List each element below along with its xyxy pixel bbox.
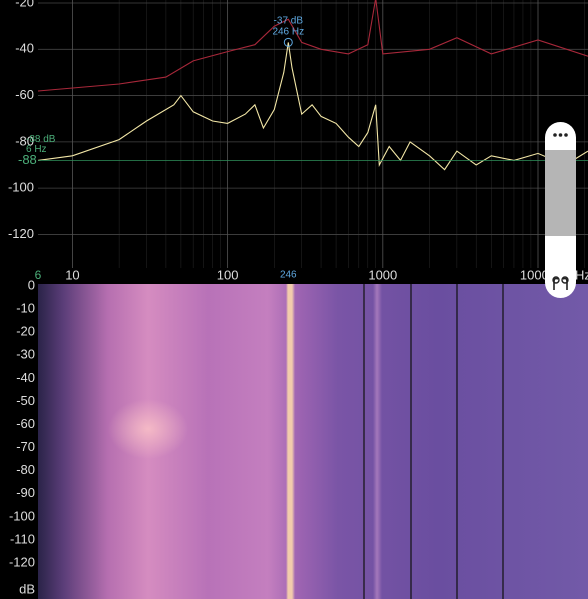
cursor-y-label: -88 [18,152,37,167]
side-icons [552,133,569,290]
yellow-curve [37,42,588,171]
spectrogram [38,284,588,599]
spectrogram-tick-label: -80 [16,462,35,477]
slider-track[interactable] [545,150,576,236]
x-unit: Hz [575,267,588,282]
y-tick-label: -40 [15,41,34,56]
spectrogram-tick-label: -70 [16,439,35,454]
y-tick-label: -100 [8,180,34,195]
spectrogram-tick-label: -120 [9,554,35,569]
x-tick-label: 10 [65,267,79,282]
cursor-level: -88 dB [26,134,56,145]
spectrogram-tick-label: -60 [16,416,35,431]
peak-level: -37 dB [274,16,304,27]
spectrogram-tick-label: 0 [28,277,35,292]
side-control[interactable] [545,122,576,298]
spectrogram-tick-label: -100 [9,508,35,523]
spectrogram-tick-label: -30 [16,347,35,362]
cursor-freq: 6 Hz [26,144,47,155]
spectrogram-tick-label: -20 [16,324,35,339]
y-tick-label: -120 [8,226,34,241]
spectrogram-tick-label: -50 [16,393,35,408]
peak-freq: 246 Hz [272,27,304,38]
y-tick-label: -60 [15,87,34,102]
spectrogram-tick-label: -10 [16,301,35,316]
spectrogram-unit: dB [19,581,35,596]
spectrogram-lines [363,284,504,599]
red-curve [37,0,588,92]
spectrogram-tick-label: -90 [16,485,35,500]
x-tick-label: 1000 [368,267,397,282]
start-label: 6 [35,268,42,282]
spectrogram-tick-label: -40 [16,370,35,385]
y-tick-label: -20 [15,0,34,9]
spectrogram-tick-label: -110 [10,531,35,546]
peak-marker [283,37,293,47]
peak-x-label: 246 [280,270,297,281]
x-tick-label: 100 [217,267,239,282]
y-tick-label: -80 [15,133,34,148]
